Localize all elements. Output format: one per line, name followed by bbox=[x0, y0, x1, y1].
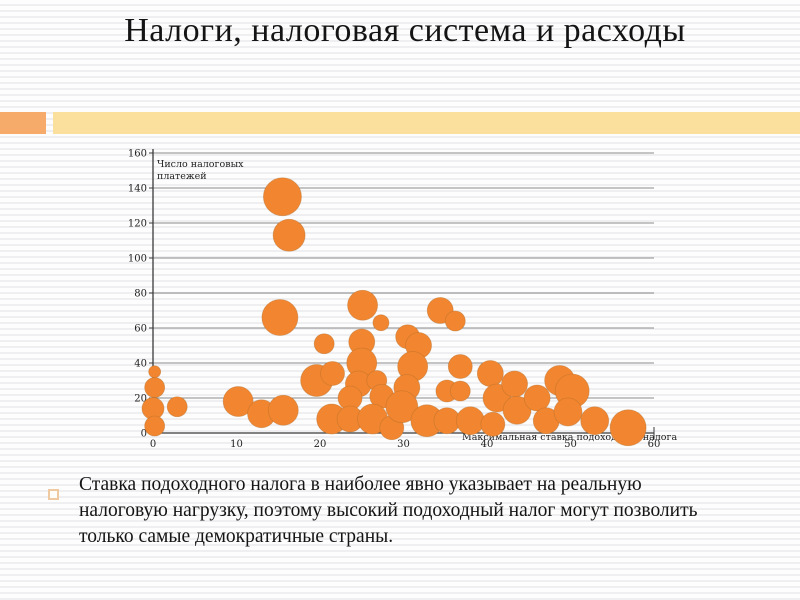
bubble-point-43 bbox=[502, 395, 532, 425]
x-tick-label-50: 50 bbox=[564, 439, 577, 450]
bubble-point-44 bbox=[523, 384, 551, 412]
bubble-point-12 bbox=[144, 415, 166, 437]
accent-bar-orange bbox=[0, 112, 46, 134]
bubble-point-49 bbox=[580, 406, 610, 436]
bullet-text: Ставка подоходного налога в наиболее явн… bbox=[79, 474, 698, 547]
y-tick-label-160: 160 bbox=[128, 149, 147, 160]
bubble-point-50 bbox=[609, 409, 647, 447]
bubble-point-42 bbox=[501, 370, 528, 398]
bubble-point-18 bbox=[320, 361, 345, 386]
x-axis-title: Максимальная ставка подоходного налога bbox=[462, 432, 678, 443]
accent-bar-yellow bbox=[53, 112, 800, 134]
bubble-point-15 bbox=[267, 394, 299, 426]
bubble-point-13 bbox=[222, 386, 254, 417]
x-tick-label-0: 0 bbox=[150, 439, 156, 450]
bubble-point-1 bbox=[272, 218, 306, 252]
y-axis-title-line1: Число налоговых bbox=[157, 159, 244, 170]
bubble-point-37 bbox=[449, 380, 471, 402]
y-tick-label-140: 140 bbox=[128, 184, 147, 195]
bubble-point-48 bbox=[553, 397, 583, 427]
y-tick-label-80: 80 bbox=[134, 289, 147, 300]
bubble-point-32 bbox=[385, 390, 419, 424]
bubble-point-3 bbox=[313, 333, 335, 355]
bubble-point-2 bbox=[261, 299, 299, 336]
bubble-point-39 bbox=[476, 360, 504, 387]
y-tick-label-40: 40 bbox=[134, 359, 147, 370]
bubble-point-4 bbox=[347, 289, 378, 321]
x-tick-label-40: 40 bbox=[481, 439, 494, 450]
y-tick-label-120: 120 bbox=[128, 219, 147, 230]
bubble-point-36 bbox=[447, 354, 473, 379]
x-tick-label-20: 20 bbox=[314, 439, 327, 450]
bubble-point-41 bbox=[480, 411, 506, 437]
bubble-point-8 bbox=[148, 365, 162, 379]
bubble-point-5 bbox=[372, 314, 390, 332]
x-tick-label-30: 30 bbox=[397, 439, 410, 450]
x-tick-label-60: 60 bbox=[648, 439, 661, 450]
y-axis-title-line2: платежей bbox=[157, 171, 207, 182]
bullet-marker bbox=[48, 489, 59, 500]
bubble-point-9 bbox=[144, 377, 166, 398]
bubble-point-7 bbox=[444, 310, 466, 332]
y-tick-label-20: 20 bbox=[134, 394, 147, 405]
slide-title: Налоги, налоговая система и расходы bbox=[124, 12, 686, 49]
y-tick-label-60: 60 bbox=[134, 324, 147, 335]
y-tick-label-0: 0 bbox=[141, 429, 147, 440]
tax-bubble-scatter-chart: 0 20 40 60 80 100 120 140 160 Число налоговых плат… bbox=[120, 140, 690, 460]
y-tick-label-100: 100 bbox=[128, 254, 147, 265]
bubble-point-11 bbox=[166, 396, 188, 418]
x-tick-label-10: 10 bbox=[230, 439, 243, 450]
bubble-point-0 bbox=[263, 177, 302, 217]
bubble-point-38 bbox=[455, 406, 485, 436]
